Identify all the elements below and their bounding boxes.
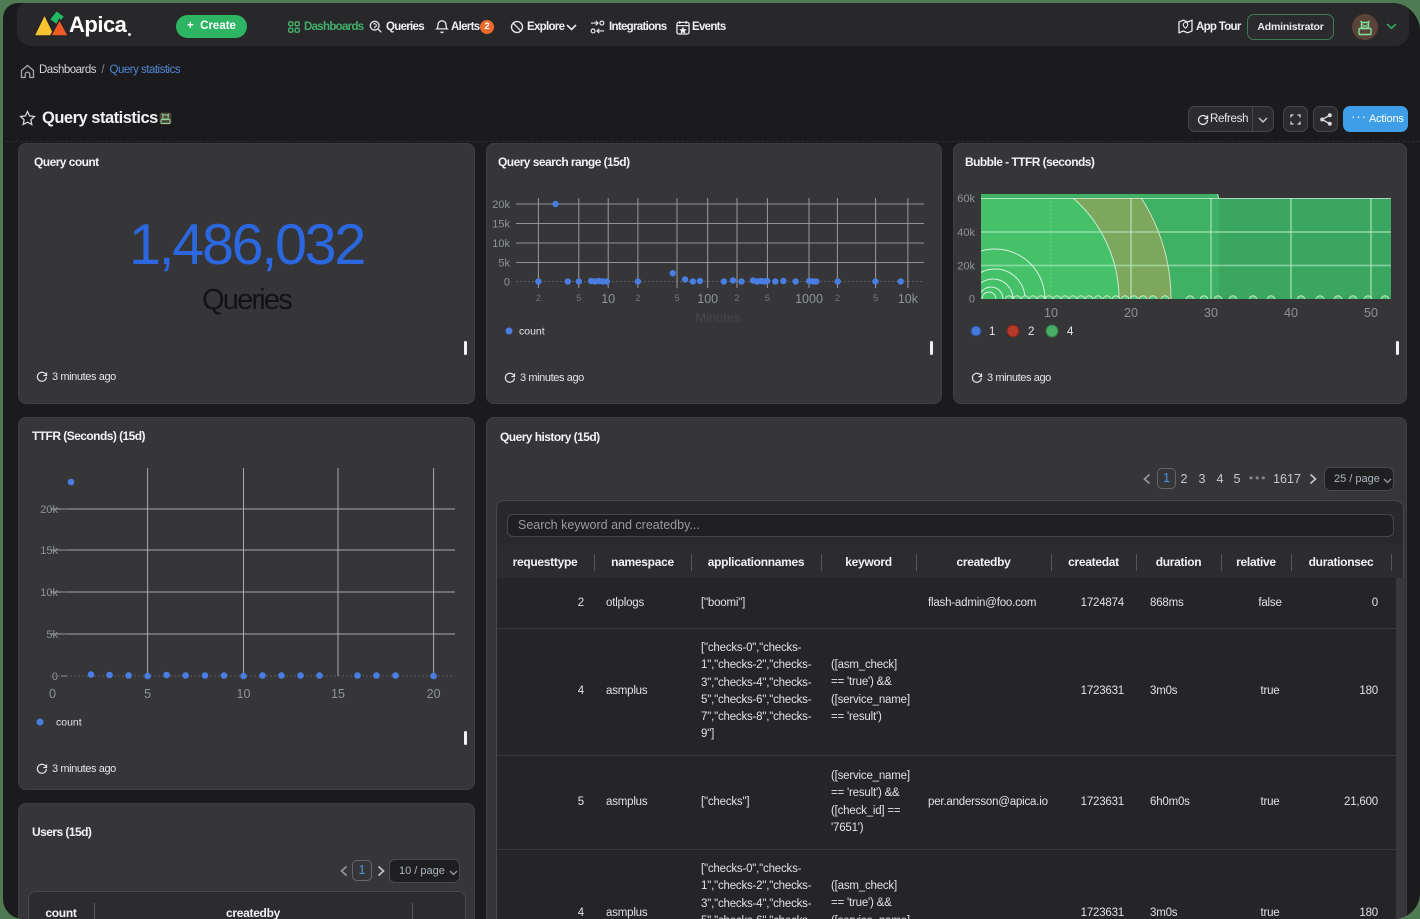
svg-text:20: 20 (427, 687, 441, 701)
svg-text:5: 5 (576, 293, 581, 304)
svg-text:5k: 5k (498, 258, 510, 270)
svg-text:Minutes: Minutes (695, 310, 741, 325)
svg-text:0: 0 (504, 277, 510, 289)
svg-text:2: 2 (835, 293, 840, 304)
svg-text:40k: 40k (957, 227, 975, 239)
svg-text:1: 1 (989, 326, 995, 338)
svg-text:10: 10 (1044, 306, 1058, 320)
svg-text:0: 0 (49, 687, 56, 701)
svg-text:10k: 10k (40, 587, 58, 599)
svg-text:2: 2 (734, 293, 739, 304)
svg-text:10k: 10k (898, 292, 919, 306)
svg-text:15: 15 (331, 687, 345, 701)
svg-text:20k: 20k (40, 504, 58, 516)
svg-text:30: 30 (1204, 306, 1218, 320)
svg-text:4: 4 (1067, 326, 1074, 338)
svg-text:15k: 15k (492, 219, 510, 231)
svg-text:15k: 15k (40, 545, 58, 557)
svg-text:10: 10 (237, 687, 251, 701)
svg-text:5: 5 (144, 687, 151, 701)
svg-text:20k: 20k (492, 199, 510, 211)
svg-text:50: 50 (1364, 306, 1378, 320)
svg-text:2: 2 (635, 293, 640, 304)
svg-text:1000: 1000 (795, 292, 823, 306)
svg-text:100: 100 (697, 292, 718, 306)
svg-text:40: 40 (1284, 306, 1298, 320)
svg-text:count: count (519, 326, 545, 338)
svg-text:5: 5 (674, 293, 679, 304)
svg-text:10: 10 (601, 292, 615, 306)
svg-text:0: 0 (969, 294, 975, 306)
svg-text:0: 0 (52, 671, 58, 683)
svg-text:5: 5 (765, 293, 770, 304)
svg-text:60k: 60k (957, 193, 975, 205)
svg-text:20: 20 (1124, 306, 1138, 320)
svg-text:20k: 20k (957, 261, 975, 273)
svg-text:5k: 5k (46, 629, 58, 641)
svg-text:5: 5 (873, 293, 878, 304)
svg-text:10k: 10k (492, 238, 510, 250)
svg-text:2: 2 (1028, 326, 1034, 338)
svg-text:2: 2 (536, 293, 541, 304)
svg-text:count: count (56, 717, 82, 729)
